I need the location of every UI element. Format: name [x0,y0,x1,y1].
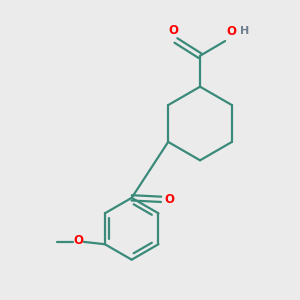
Text: O: O [165,193,175,206]
Text: O: O [169,24,178,37]
Text: O: O [74,234,83,247]
Text: O: O [226,25,236,38]
Text: H: H [240,26,250,36]
